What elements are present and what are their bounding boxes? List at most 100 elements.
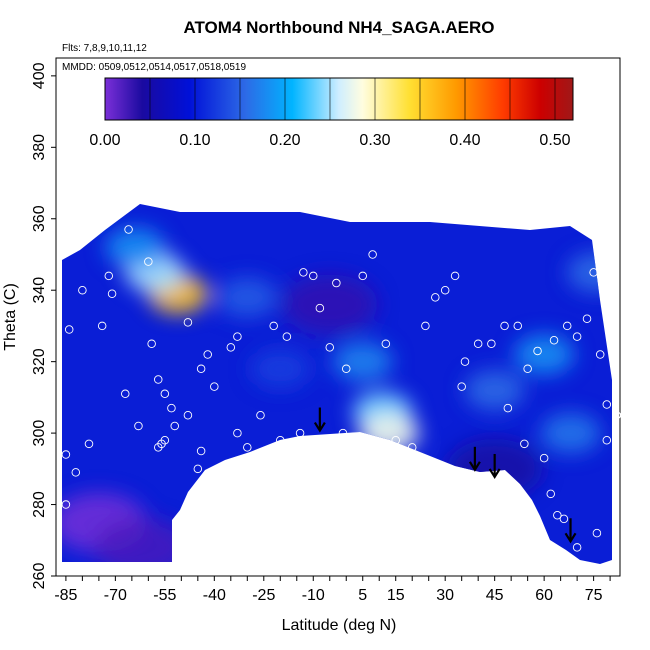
x-tick-label: 75 xyxy=(585,587,603,604)
y-tick-label: 380 xyxy=(31,134,48,161)
field-blob xyxy=(464,370,525,411)
sample-point xyxy=(341,364,351,374)
sample-point xyxy=(553,511,562,520)
sample-point xyxy=(203,350,212,359)
colorbar-gradient xyxy=(104,77,574,121)
down-arrow-icon xyxy=(564,518,577,544)
chart-title: ATOM4 Northbound NH4_SAGA.AERO xyxy=(183,18,494,37)
sample-point xyxy=(160,389,170,399)
field-blob xyxy=(105,227,166,268)
field-blob xyxy=(540,413,601,454)
sample-point xyxy=(243,443,252,452)
sample-point xyxy=(97,321,107,331)
y-tick-label: 260 xyxy=(31,563,48,590)
sample-point xyxy=(487,339,496,349)
sample-point xyxy=(153,375,163,384)
sample-point xyxy=(450,271,460,281)
sample-point xyxy=(539,453,549,463)
colorbar-label: 0.30 xyxy=(359,132,390,149)
down-arrow-icon xyxy=(313,407,326,433)
colorbar-labels: 0.00 0.10 0.20 0.30 0.40 0.50 xyxy=(89,132,570,149)
x-tick-label: 15 xyxy=(387,587,405,604)
colorbar-label: 0.00 xyxy=(89,132,120,149)
sample-point xyxy=(64,325,74,334)
field-blob xyxy=(217,277,278,318)
sample-point xyxy=(104,271,114,281)
sample-point xyxy=(167,403,176,413)
sample-point xyxy=(276,435,285,445)
sample-point xyxy=(440,285,450,295)
sample-point xyxy=(61,450,71,459)
y-tick-label: 400 xyxy=(31,62,48,89)
colorbar-label: 0.20 xyxy=(269,132,300,149)
x-tick-label: -70 xyxy=(104,587,127,604)
sample-point xyxy=(233,332,242,341)
sample-point xyxy=(368,250,377,259)
sample-point xyxy=(183,410,193,420)
sample-point xyxy=(602,435,612,445)
sample-point xyxy=(602,400,612,409)
sample-point xyxy=(381,339,391,349)
sample-point xyxy=(295,428,305,438)
y-tick-label: 360 xyxy=(31,205,48,232)
sample-point xyxy=(124,225,133,234)
flights-note: Flts: 7,8,9,10,11,12 xyxy=(62,43,147,54)
sample-point xyxy=(107,289,117,299)
sample-points xyxy=(61,225,621,552)
dates-note: MMDD: 0509,0512,0514,0517,0518,0519 xyxy=(62,62,246,73)
field-blob xyxy=(514,334,575,375)
sample-point xyxy=(592,528,602,538)
sample-point xyxy=(78,285,87,295)
sample-point xyxy=(595,350,605,359)
field-blob xyxy=(250,348,311,389)
x-axis: -85 -70 -55 -40 -25 -10 5 15 30 45 60 75 xyxy=(54,575,620,604)
x-tick-label: -10 xyxy=(302,587,325,604)
x-tick-label: 5 xyxy=(358,587,367,604)
down-arrow-icon xyxy=(488,453,501,480)
sample-point xyxy=(226,343,236,352)
sample-point xyxy=(549,335,559,345)
sample-point xyxy=(460,357,470,366)
sample-point xyxy=(315,303,325,313)
y-tick-label: 320 xyxy=(31,348,48,375)
sample-point xyxy=(325,343,335,352)
sample-point xyxy=(210,382,219,391)
sample-point xyxy=(523,364,532,374)
x-tick-label: -40 xyxy=(203,587,226,604)
sample-point xyxy=(71,468,81,477)
sample-point xyxy=(170,421,179,431)
sample-point xyxy=(562,321,572,331)
y-tick-label: 300 xyxy=(31,420,48,447)
sample-point xyxy=(572,332,582,341)
colorbar-ticks xyxy=(104,78,556,120)
sample-point xyxy=(196,364,206,374)
y-tick-label: 280 xyxy=(31,491,48,518)
sample-point xyxy=(421,321,430,331)
x-tick-label: 60 xyxy=(535,587,553,604)
sample-point xyxy=(134,421,143,431)
y-axis-label: Theta (C) xyxy=(2,283,19,351)
x-tick-label: -25 xyxy=(252,587,275,604)
sample-point xyxy=(589,268,598,277)
sample-point xyxy=(500,321,509,331)
sample-point xyxy=(546,489,555,499)
sample-point xyxy=(144,257,153,266)
heatmap-field xyxy=(62,204,612,564)
sample-point xyxy=(473,339,483,349)
sample-point xyxy=(332,278,341,288)
sample-point xyxy=(196,446,206,456)
field-blob-low xyxy=(93,517,190,564)
sample-point xyxy=(582,314,592,324)
sample-point xyxy=(183,318,193,327)
sample-point xyxy=(431,293,440,302)
field-blob-low xyxy=(281,274,378,335)
sample-point xyxy=(457,382,466,391)
sample-point xyxy=(84,439,94,449)
sample-point xyxy=(299,268,308,277)
sample-point xyxy=(368,443,377,452)
sample-point xyxy=(121,389,130,399)
sample-point xyxy=(407,443,417,452)
sample-point xyxy=(358,271,367,281)
x-tick-label: 30 xyxy=(436,587,454,604)
